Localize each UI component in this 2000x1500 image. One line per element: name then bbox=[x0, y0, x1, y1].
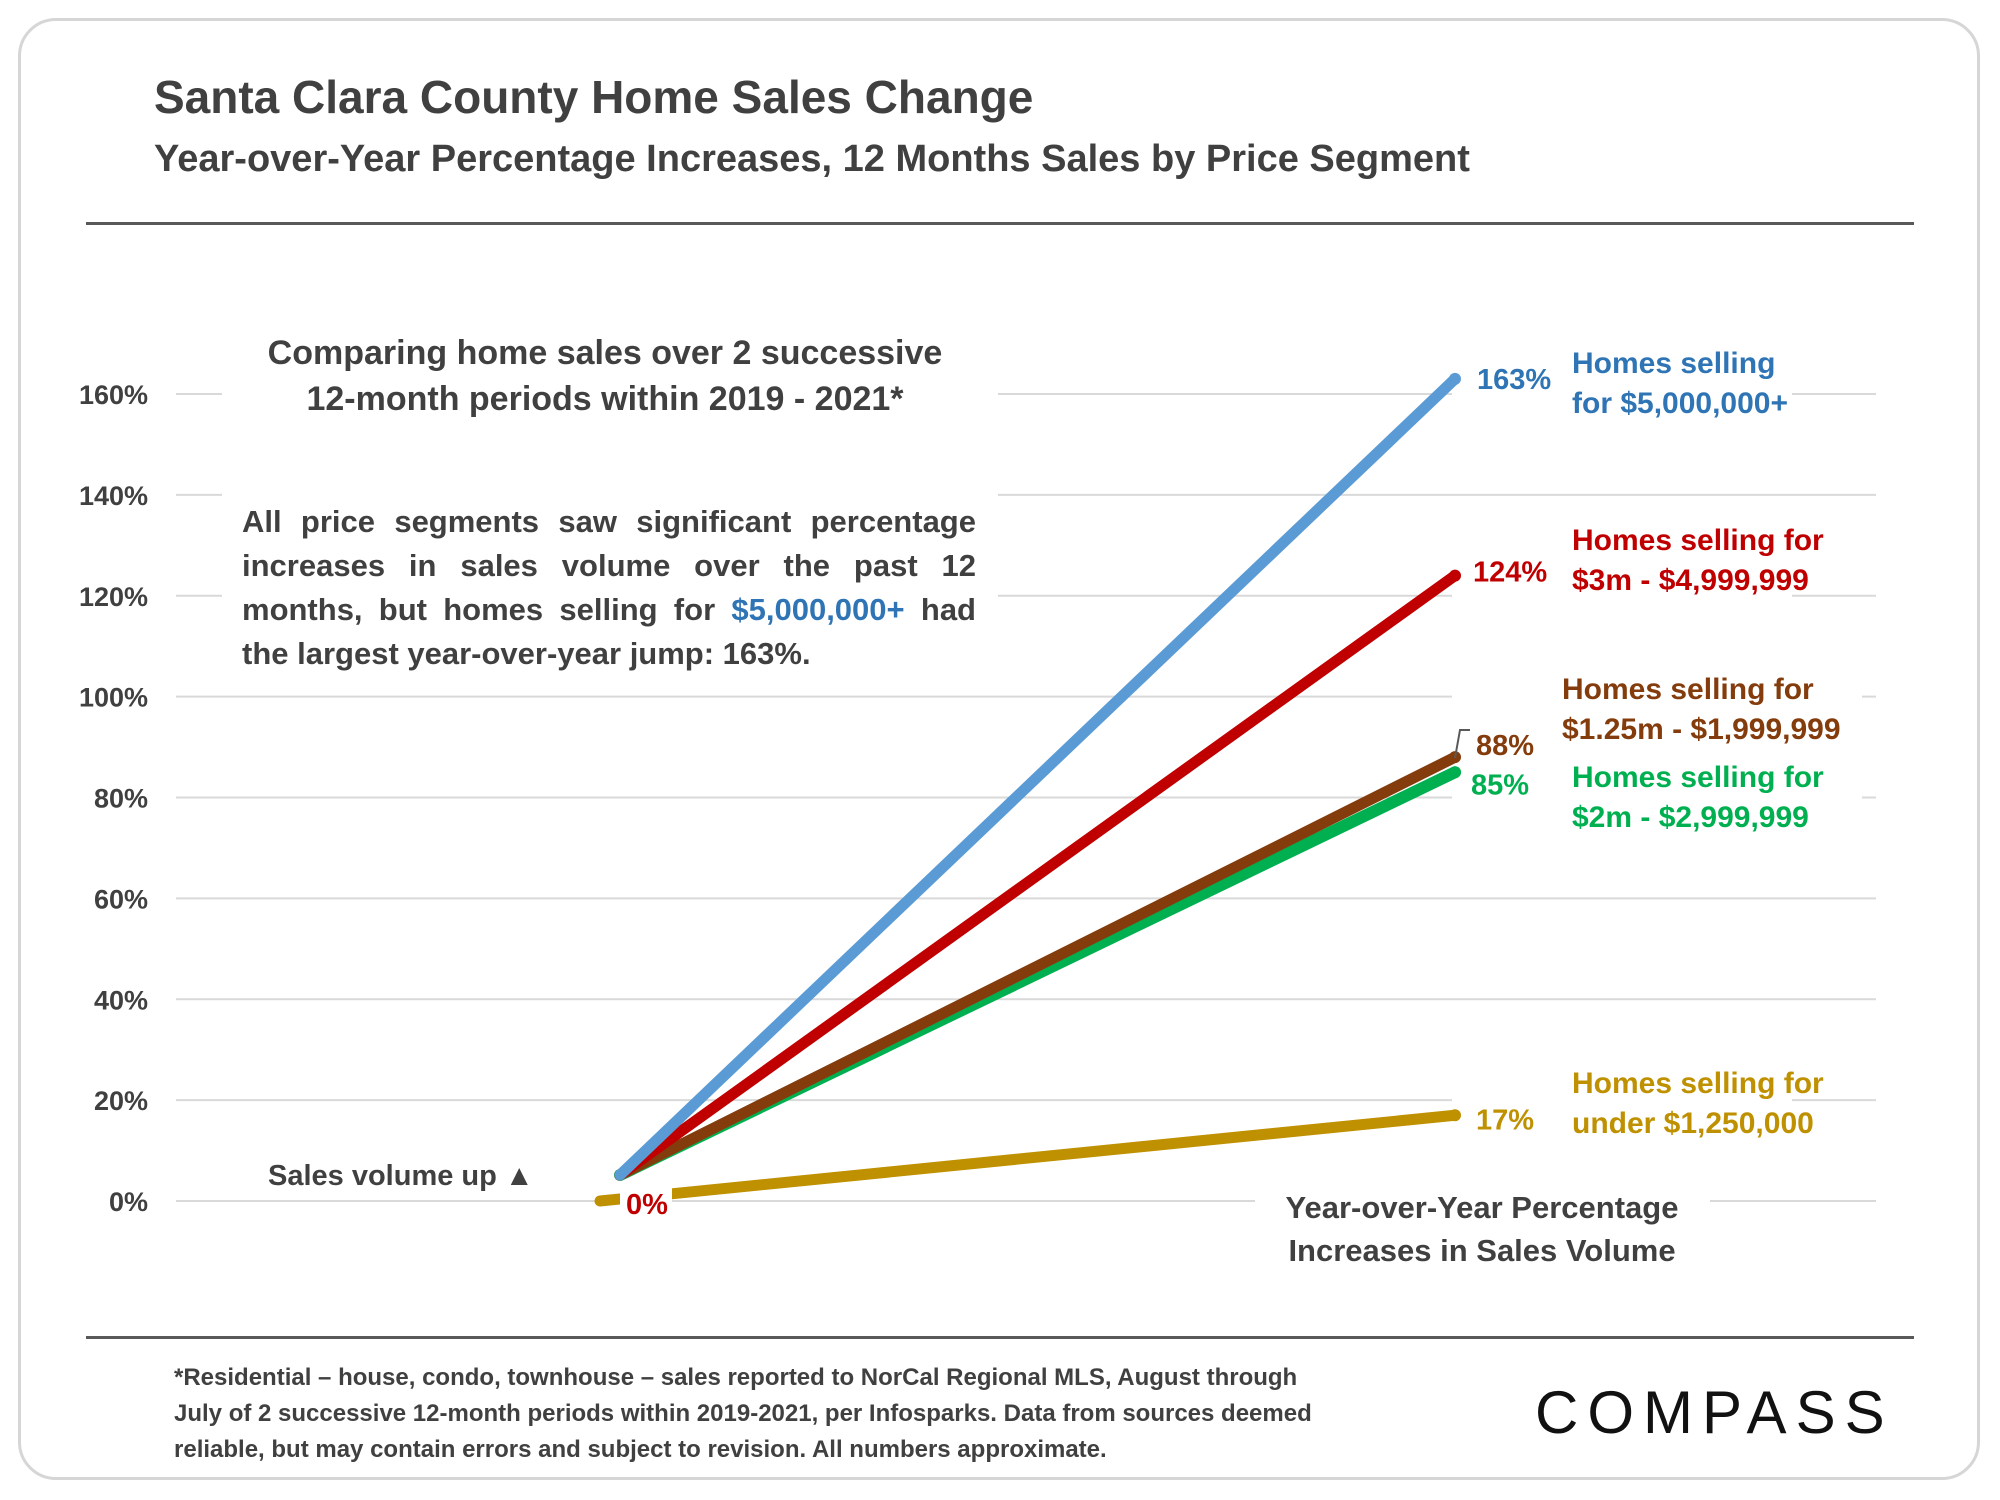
data-point bbox=[1449, 766, 1461, 779]
body-mask bbox=[222, 486, 998, 686]
origin-label-box bbox=[620, 1183, 672, 1223]
legend-3m-5m-line-2: $3m - $4,999,999 bbox=[1572, 564, 1809, 597]
legend-125m-2m-line-2: $1.25m - $1,999,999 bbox=[1562, 713, 1841, 746]
legend-2m-3m-line-2: $2m - $2,999,999 bbox=[1572, 801, 1809, 834]
intro-mask bbox=[222, 318, 998, 428]
footnote-line-2: July of 2 successive 12-month periods wi… bbox=[174, 1400, 1312, 1427]
legend-5m-plus: Homes selling for $5,000,000+ bbox=[1572, 344, 1788, 424]
legend-mask-3 bbox=[1452, 665, 1862, 845]
end-value-label: 124% bbox=[1473, 557, 1547, 589]
y-tick-label: 80% bbox=[94, 784, 148, 814]
legend-under-125m-line-2: under $1,250,000 bbox=[1572, 1107, 1814, 1140]
chart-title: Santa Clara County Home Sales Change bbox=[154, 71, 1034, 123]
y-tick-label: 20% bbox=[94, 1086, 148, 1116]
legend-under-125m: Homes selling for under $1,250,000 bbox=[1572, 1064, 1824, 1144]
legend-125m-2m: Homes selling for $1.25m - $1,999,999 bbox=[1562, 670, 1841, 750]
data-point bbox=[1449, 372, 1461, 385]
origin-label: 0% bbox=[626, 1189, 668, 1221]
end-value-label: 85% bbox=[1471, 769, 1529, 801]
end-value-label: 163% bbox=[1477, 364, 1551, 396]
series-line bbox=[614, 570, 1461, 1181]
chart-subtitle: Year-over-Year Percentage Increases, 12 … bbox=[154, 138, 1470, 180]
data-point bbox=[1449, 1109, 1461, 1122]
series-line bbox=[614, 751, 1461, 1181]
x-axis-note: Year-over-Year Percentage Increases in S… bbox=[1262, 1186, 1702, 1272]
body-part-2: had bbox=[904, 592, 976, 627]
data-point bbox=[1449, 569, 1461, 582]
series-line bbox=[594, 1109, 1461, 1207]
legend-125m-2m-line-1: Homes selling for bbox=[1562, 673, 1814, 706]
y-tick-label: 140% bbox=[79, 481, 148, 511]
body-annotation: All price segments saw significant perce… bbox=[242, 500, 976, 676]
footnote-line-1: *Residential – house, condo, townhouse –… bbox=[174, 1364, 1298, 1391]
x-note-line-1: Year-over-Year Percentage bbox=[1285, 1190, 1679, 1225]
legend-mask-2 bbox=[1452, 515, 1792, 605]
top-divider bbox=[86, 222, 1914, 225]
leader-line bbox=[1454, 729, 1470, 759]
intro-annotation: Comparing home sales over 2 successive 1… bbox=[230, 330, 980, 422]
y-tick-label: 40% bbox=[94, 985, 148, 1015]
series-line bbox=[614, 373, 1461, 1181]
compass-logo: COMPASS bbox=[1535, 1379, 1894, 1446]
bottom-divider bbox=[86, 1336, 1914, 1339]
legend-mask-1 bbox=[1452, 340, 1792, 430]
end-value-label: 17% bbox=[1476, 1104, 1534, 1136]
y-tick-label: 0% bbox=[109, 1187, 148, 1217]
legend-5m-plus-line-2: for $5,000,000+ bbox=[1572, 387, 1788, 420]
legend-3m-5m: Homes selling for $3m - $4,999,999 bbox=[1572, 521, 1824, 601]
body-highlight: $5,000,000+ bbox=[731, 592, 905, 627]
sales-volume-up-note: Sales volume up ▲ bbox=[268, 1160, 534, 1192]
body-last-line: the largest year-over-year jump: 163%. bbox=[242, 636, 811, 671]
intro-line-2: 12-month periods within 2019 - 2021* bbox=[306, 380, 904, 418]
x-note-line-2: Increases in Sales Volume bbox=[1288, 1233, 1676, 1268]
body-part-1: All price segments saw significant perce… bbox=[242, 504, 976, 627]
legend-mask-4 bbox=[1452, 1058, 1792, 1148]
y-tick-label: 100% bbox=[79, 683, 148, 713]
legend-2m-3m-line-1: Homes selling for bbox=[1572, 761, 1824, 794]
legend-5m-plus-line-1: Homes selling bbox=[1572, 347, 1776, 380]
legend-2m-3m: Homes selling for $2m - $2,999,999 bbox=[1572, 758, 1824, 838]
footnote: *Residential – house, condo, townhouse –… bbox=[174, 1360, 1414, 1468]
footnote-line-3: reliable, but may contain errors and sub… bbox=[174, 1436, 1107, 1463]
intro-line-1: Comparing home sales over 2 successive bbox=[267, 334, 943, 372]
y-tick-label: 60% bbox=[94, 884, 148, 914]
end-value-label: 88% bbox=[1476, 730, 1534, 762]
y-tick-label: 160% bbox=[79, 380, 148, 410]
y-tick-label: 120% bbox=[79, 582, 148, 612]
legend-under-125m-line-1: Homes selling for bbox=[1572, 1067, 1824, 1100]
legend-3m-5m-line-1: Homes selling for bbox=[1572, 524, 1824, 557]
x-note-mask bbox=[1255, 1180, 1710, 1280]
